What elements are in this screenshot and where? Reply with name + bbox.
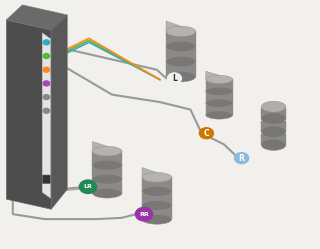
Circle shape bbox=[167, 73, 181, 84]
Ellipse shape bbox=[206, 87, 233, 95]
Ellipse shape bbox=[166, 26, 196, 37]
Text: LR: LR bbox=[84, 184, 92, 189]
Ellipse shape bbox=[92, 174, 122, 184]
Ellipse shape bbox=[92, 146, 122, 156]
Text: L: L bbox=[172, 74, 177, 83]
Ellipse shape bbox=[206, 75, 233, 83]
Circle shape bbox=[199, 128, 213, 139]
Polygon shape bbox=[51, 15, 67, 209]
Circle shape bbox=[79, 180, 97, 193]
Polygon shape bbox=[142, 205, 172, 219]
Polygon shape bbox=[42, 33, 51, 198]
Polygon shape bbox=[206, 103, 233, 115]
Polygon shape bbox=[206, 71, 233, 79]
Polygon shape bbox=[92, 141, 122, 151]
Polygon shape bbox=[92, 179, 122, 193]
Ellipse shape bbox=[92, 160, 122, 170]
Circle shape bbox=[43, 108, 50, 113]
Ellipse shape bbox=[206, 99, 233, 107]
Ellipse shape bbox=[166, 71, 196, 82]
Ellipse shape bbox=[92, 188, 122, 198]
Ellipse shape bbox=[142, 187, 172, 196]
Ellipse shape bbox=[261, 139, 286, 150]
Circle shape bbox=[135, 207, 153, 221]
Polygon shape bbox=[206, 91, 233, 103]
Polygon shape bbox=[261, 134, 286, 145]
Ellipse shape bbox=[142, 215, 172, 224]
Ellipse shape bbox=[261, 101, 286, 112]
Polygon shape bbox=[166, 31, 196, 47]
Polygon shape bbox=[206, 79, 233, 91]
Circle shape bbox=[43, 67, 50, 72]
Polygon shape bbox=[92, 151, 122, 165]
Text: C: C bbox=[204, 129, 209, 138]
Polygon shape bbox=[142, 191, 172, 205]
Ellipse shape bbox=[166, 41, 196, 52]
Polygon shape bbox=[142, 168, 172, 177]
Polygon shape bbox=[6, 20, 51, 209]
Polygon shape bbox=[261, 121, 286, 132]
Circle shape bbox=[43, 81, 50, 86]
Circle shape bbox=[235, 153, 249, 164]
Polygon shape bbox=[92, 165, 122, 179]
Polygon shape bbox=[142, 177, 172, 191]
Ellipse shape bbox=[142, 173, 172, 182]
Circle shape bbox=[43, 40, 50, 45]
Ellipse shape bbox=[206, 111, 233, 119]
Circle shape bbox=[43, 54, 50, 59]
Polygon shape bbox=[261, 108, 286, 119]
Ellipse shape bbox=[166, 56, 196, 67]
Text: RR: RR bbox=[139, 212, 149, 217]
Polygon shape bbox=[166, 47, 196, 62]
Polygon shape bbox=[166, 21, 196, 31]
FancyBboxPatch shape bbox=[43, 175, 50, 184]
Circle shape bbox=[43, 95, 50, 100]
Ellipse shape bbox=[261, 126, 286, 137]
Text: R: R bbox=[239, 154, 244, 163]
Ellipse shape bbox=[261, 113, 286, 124]
Ellipse shape bbox=[142, 200, 172, 210]
Polygon shape bbox=[6, 5, 67, 30]
Polygon shape bbox=[166, 62, 196, 77]
